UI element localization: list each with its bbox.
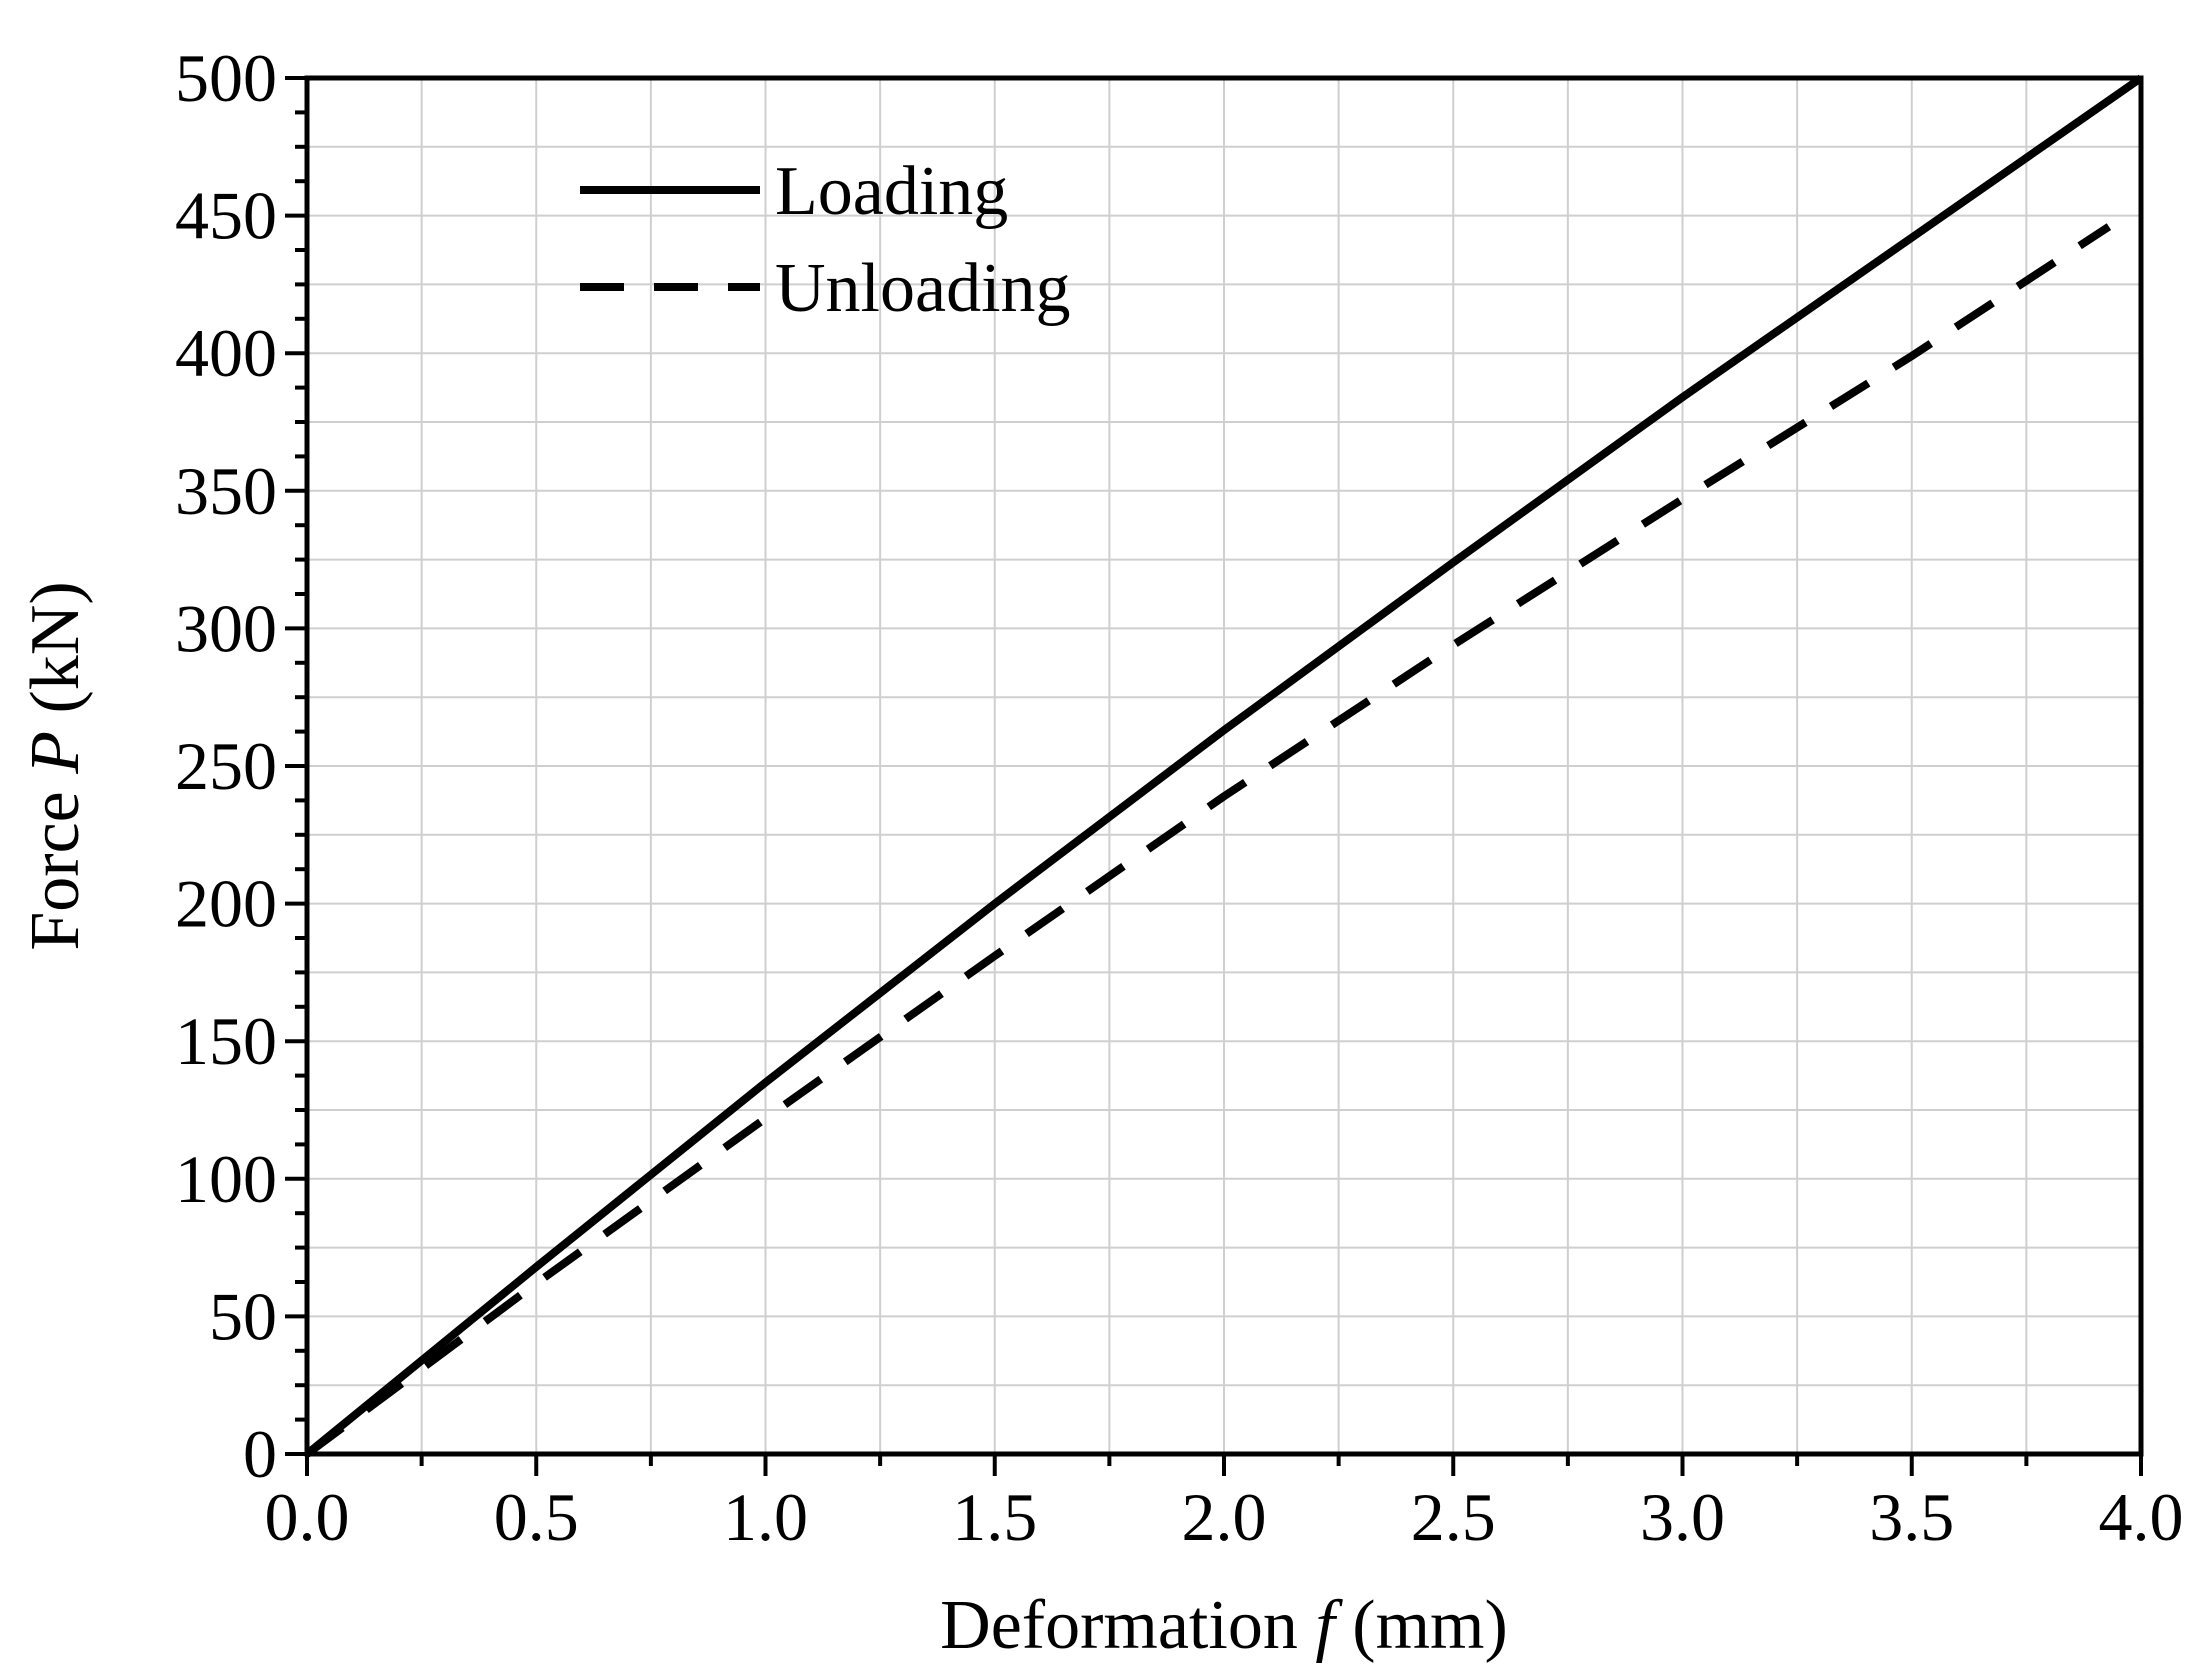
legend-label-unloading: Unloading <box>775 250 1071 327</box>
series-layer <box>304 74 2144 1458</box>
x-tick-label: 0.0 <box>265 1479 350 1555</box>
y-axis-title-symbol: P <box>17 731 94 775</box>
x-axis-title-suffix: (mm) <box>1335 1587 1508 1664</box>
y-tick-label: 450 <box>175 178 277 254</box>
y-tick-label: 50 <box>209 1278 277 1354</box>
x-tick-label: 1.0 <box>723 1479 808 1555</box>
y-tick-label: 0 <box>243 1416 277 1492</box>
y-tick-label: 250 <box>175 728 277 804</box>
y-tick-label: 400 <box>175 315 277 391</box>
x-tick-label: 3.5 <box>1869 1479 1954 1555</box>
x-tick-label: 1.5 <box>952 1479 1037 1555</box>
x-tick-label: 2.5 <box>1411 1479 1496 1555</box>
x-tick-label: 2.0 <box>1182 1479 1267 1555</box>
axis-ticks <box>285 76 2143 1476</box>
y-tick-label: 300 <box>175 590 277 666</box>
legend: Loading Unloading <box>580 153 1071 327</box>
y-tick-label: 350 <box>175 453 277 529</box>
y-tick-label: 500 <box>175 40 277 116</box>
legend-label-loading: Loading <box>775 153 1008 230</box>
grid <box>307 78 2141 1454</box>
x-axis-title: Deformation f (mm) <box>940 1587 1508 1664</box>
y-axis-title: Force P (kN) <box>17 581 94 950</box>
series-line-loading <box>304 74 2144 1458</box>
y-axis-title-prefix: Force <box>17 774 94 951</box>
x-axis-title-prefix: Deformation <box>940 1587 1315 1664</box>
y-tick-label: 100 <box>175 1141 277 1217</box>
y-axis-title-suffix: (kN) <box>17 581 94 731</box>
x-tick-labels: 0.0 0.5 1.0 1.5 2.0 2.5 3.0 3.5 4.0 <box>265 1479 2184 1555</box>
y-tick-label: 200 <box>175 866 277 942</box>
x-tick-label: 0.5 <box>494 1479 579 1555</box>
y-tick-labels: 0 50 100 150 200 250 300 350 400 450 500 <box>175 40 277 1492</box>
series-line-unloading <box>304 223 2112 1458</box>
x-tick-label: 4.0 <box>2099 1479 2184 1555</box>
x-tick-label: 3.0 <box>1640 1479 1725 1555</box>
y-tick-label: 150 <box>175 1003 277 1079</box>
